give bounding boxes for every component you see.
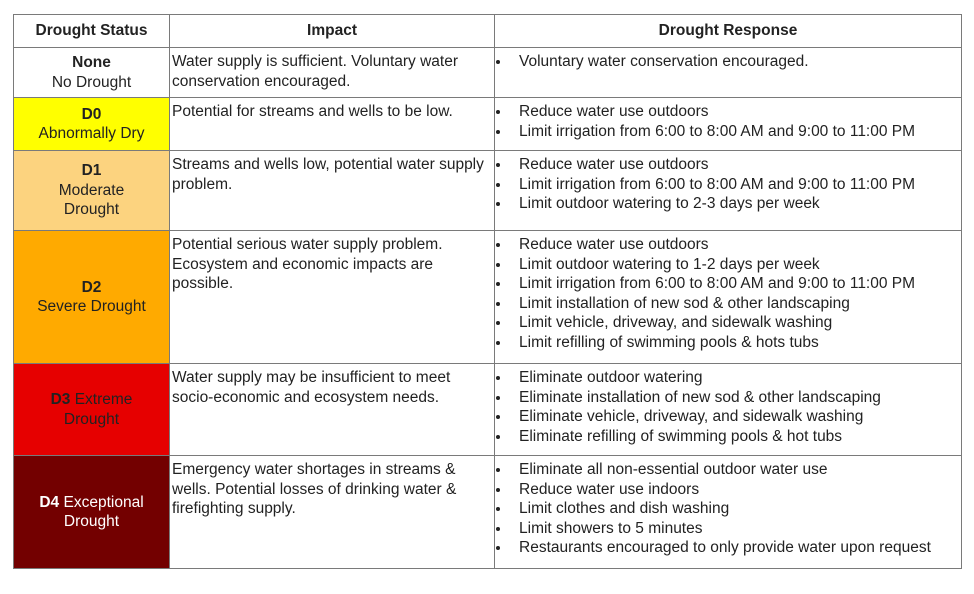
status-code: D4 bbox=[39, 493, 60, 511]
response-item: Limit irrigation from 6:00 to 8:00 AM an… bbox=[495, 122, 961, 142]
response-item: Reduce water use outdoors bbox=[495, 155, 961, 175]
response-item: Limit clothes and dish washing bbox=[495, 499, 961, 519]
header-drought-response: Drought Response bbox=[494, 14, 962, 48]
response-list: Eliminate outdoor watering Eliminate inst… bbox=[495, 368, 961, 446]
drought-status-cell: D3 Extreme Drought bbox=[13, 363, 170, 456]
impact-cell: Water supply may be insufficient to meet… bbox=[169, 363, 495, 456]
response-cell: Reduce water use outdoors Limit outdoor w… bbox=[494, 230, 962, 364]
status-code: D2 bbox=[81, 278, 102, 296]
response-cell: Reduce water use outdoors Limit irrigatio… bbox=[494, 97, 962, 151]
response-item: Eliminate refilling of swimming pools & … bbox=[495, 427, 961, 447]
response-item: Eliminate installation of new sod & othe… bbox=[495, 388, 961, 408]
response-cell: Eliminate outdoor watering Eliminate inst… bbox=[494, 363, 962, 456]
header-drought-status: Drought Status bbox=[13, 14, 170, 48]
impact-cell: Streams and wells low, potential water s… bbox=[169, 150, 495, 231]
response-item: Limit irrigation from 6:00 to 8:00 AM an… bbox=[495, 274, 961, 294]
response-item: Limit irrigation from 6:00 to 8:00 AM an… bbox=[495, 175, 961, 195]
drought-status-cell: D4 Exceptional Drought bbox=[13, 455, 170, 569]
impact-cell: Potential serious water supply problem. … bbox=[169, 230, 495, 364]
response-item: Limit vehicle, driveway, and sidewalk wa… bbox=[495, 313, 961, 333]
drought-status-cell: None No Drought bbox=[13, 47, 170, 98]
response-item: Limit refilling of swimming pools & hots… bbox=[495, 333, 961, 353]
status-name: Abnormally Dry bbox=[38, 125, 145, 142]
response-list: Reduce water use outdoors Limit outdoor w… bbox=[495, 235, 961, 352]
status-name: Extreme Drought bbox=[63, 391, 133, 428]
table-row: D0 Abnormally Dry Potential for streams an… bbox=[13, 97, 962, 151]
response-cell: Reduce water use outdoors Limit irrigatio… bbox=[494, 150, 962, 231]
header-row: Drought Status Impact Drought Response bbox=[13, 14, 962, 48]
drought-status-cell: D2 Severe Drought bbox=[13, 230, 170, 364]
response-item: Reduce water use indoors bbox=[495, 480, 961, 500]
response-cell: Eliminate all non-essential outdoor wate… bbox=[494, 455, 962, 569]
drought-status-table: Drought Status Impact Drought Response N… bbox=[13, 14, 962, 569]
response-item: Limit showers to 5 minutes bbox=[495, 519, 961, 539]
table-row: D1 Moderate Drought Streams and wells low,… bbox=[13, 150, 962, 231]
table-row: None No Drought Water supply is sufficient… bbox=[13, 47, 962, 98]
status-code: D0 bbox=[81, 105, 102, 123]
response-item: Restaurants encouraged to only provide w… bbox=[495, 538, 961, 558]
status-name: Moderate Drought bbox=[58, 181, 125, 219]
status-code: None bbox=[72, 54, 111, 71]
response-list: Reduce water use outdoors Limit irrigatio… bbox=[495, 102, 961, 141]
status-name: Exceptional Drought bbox=[63, 493, 144, 531]
response-item: Eliminate outdoor watering bbox=[495, 368, 961, 388]
response-item: Limit installation of new sod & other la… bbox=[495, 294, 961, 314]
response-item: Eliminate vehicle, driveway, and sidewal… bbox=[495, 407, 961, 427]
response-cell: Voluntary water conservation encouraged. bbox=[494, 47, 962, 98]
response-item: Voluntary water conservation encouraged. bbox=[495, 52, 961, 72]
impact-cell: Emergency water shortages in streams & w… bbox=[169, 455, 495, 569]
status-code: D1 bbox=[81, 162, 102, 180]
status-name: No Drought bbox=[51, 73, 132, 91]
response-item: Reduce water use outdoors bbox=[495, 102, 961, 122]
impact-cell: Water supply is sufficient. Voluntary wa… bbox=[169, 47, 495, 98]
status-code: D3 bbox=[50, 391, 71, 408]
response-item: Limit outdoor watering to 1-2 days per w… bbox=[495, 255, 961, 275]
response-list: Reduce water use outdoors Limit irrigatio… bbox=[495, 155, 961, 214]
table-row: D4 Exceptional Drought Emergency water sh… bbox=[13, 455, 962, 569]
table-row: D2 Severe Drought Potential serious water … bbox=[13, 230, 962, 364]
table-row: D3 Extreme Drought Water supply may be in… bbox=[13, 363, 962, 456]
status-name: Severe Drought bbox=[37, 298, 146, 315]
drought-status-cell: D0 Abnormally Dry bbox=[13, 97, 170, 151]
response-list: Voluntary water conservation encouraged. bbox=[495, 52, 961, 72]
response-item: Eliminate all non-essential outdoor wate… bbox=[495, 460, 961, 480]
response-item: Reduce water use outdoors bbox=[495, 235, 961, 255]
response-list: Eliminate all non-essential outdoor wate… bbox=[495, 460, 961, 558]
impact-cell: Potential for streams and wells to be lo… bbox=[169, 97, 495, 151]
drought-status-cell: D1 Moderate Drought bbox=[13, 150, 170, 231]
response-item: Limit outdoor watering to 2-3 days per w… bbox=[495, 194, 961, 214]
header-impact: Impact bbox=[169, 14, 495, 48]
